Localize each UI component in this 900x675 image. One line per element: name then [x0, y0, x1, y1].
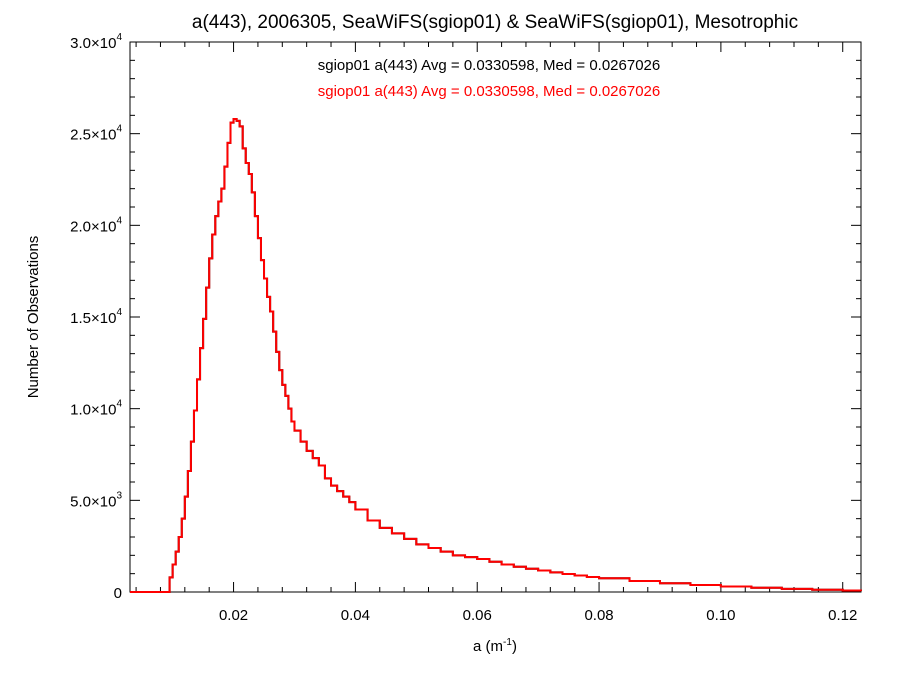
- y-tick-mantissa: 5.0×10: [70, 493, 116, 510]
- legend-entry-1: sgiop01 a(443) Avg = 0.0330598, Med = 0.…: [318, 83, 661, 100]
- y-axis: 05.0×1031.0×1041.5×1042.0×1042.5×1043.0×…: [70, 32, 861, 602]
- x-tick-label: 0.08: [584, 607, 613, 624]
- x-tick-label: 0.12: [828, 607, 857, 624]
- x-axis-label-main: a (m: [473, 638, 503, 655]
- x-axis-label: a (m-1): [473, 637, 517, 655]
- y-tick-label: 3.0×104: [70, 32, 122, 52]
- y-tick-mantissa: 2.5×10: [70, 127, 116, 144]
- y-tick-exponent: 4: [116, 307, 122, 318]
- x-tick-label: 0.02: [219, 607, 248, 624]
- y-tick-exponent: 4: [116, 32, 122, 43]
- series-layer: [130, 118, 862, 593]
- series-line-1: [130, 118, 862, 593]
- y-tick-label: 1.5×104: [70, 307, 122, 327]
- series-line-0: [130, 118, 862, 593]
- y-tick-label: 2.0×104: [70, 215, 122, 235]
- x-axis: 0.02 0.04 0.06 0.08 0.10 0.12: [135, 42, 857, 624]
- y-tick-label: 1.0×104: [70, 399, 122, 419]
- y-tick-mantissa: 1.5×10: [70, 310, 116, 327]
- chart-title: a(443), 2006305, SeaWiFS(sgiop01) & SeaW…: [192, 12, 798, 33]
- y-tick-exponent: 4: [116, 215, 122, 226]
- x-tick-label: 0.06: [463, 607, 492, 624]
- legend: sgiop01 a(443) Avg = 0.0330598, Med = 0.…: [318, 57, 661, 100]
- y-tick-mantissa: 1.0×10: [70, 402, 116, 419]
- y-tick-mantissa: 3.0×10: [70, 35, 116, 52]
- x-axis-label-superscript: -1: [503, 637, 512, 648]
- y-tick-label: 2.5×104: [70, 124, 122, 144]
- y-axis-label: Number of Observations: [25, 236, 42, 399]
- y-tick-label: 0: [114, 585, 122, 602]
- legend-entry-0: sgiop01 a(443) Avg = 0.0330598, Med = 0.…: [318, 57, 661, 74]
- x-tick-label: 0.04: [341, 607, 370, 624]
- y-tick-exponent: 3: [116, 490, 122, 501]
- y-tick-exponent: 4: [116, 124, 122, 135]
- y-tick-label: 5.0×103: [70, 490, 122, 510]
- x-tick-label: 0.10: [706, 607, 735, 624]
- y-tick-exponent: 4: [116, 399, 122, 410]
- x-axis-label-close: ): [512, 638, 517, 655]
- y-tick-mantissa: 0: [114, 585, 122, 602]
- y-tick-mantissa: 2.0×10: [70, 218, 116, 235]
